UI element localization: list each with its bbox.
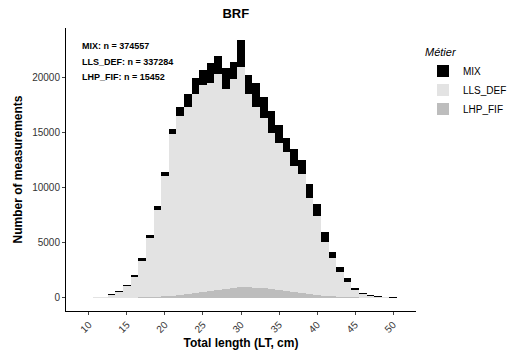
svg-text:10: 10 (78, 319, 94, 335)
svg-text:35: 35 (268, 319, 284, 335)
svg-text:5000: 5000 (38, 237, 61, 248)
svg-text:30: 30 (230, 319, 246, 335)
svg-text:10000: 10000 (32, 182, 60, 193)
svg-text:MIX: MIX (463, 66, 481, 77)
svg-text:LLS_DEF: n = 337284: LLS_DEF: n = 337284 (82, 57, 173, 67)
svg-text:MIX: n = 374557: MIX: n = 374557 (82, 41, 149, 51)
svg-text:Total length (LT, cm): Total length (LT, cm) (184, 336, 299, 350)
svg-text:Métier: Métier (425, 46, 457, 58)
svg-text:15: 15 (116, 319, 132, 335)
svg-text:0: 0 (54, 292, 60, 303)
svg-text:20: 20 (154, 319, 170, 335)
svg-text:BRF: BRF (222, 6, 249, 21)
svg-text:Number of measurements: Number of measurements (11, 95, 25, 243)
svg-text:25: 25 (192, 319, 208, 335)
svg-text:50: 50 (382, 319, 398, 335)
svg-text:15000: 15000 (32, 127, 60, 138)
svg-text:LLS_DEF: LLS_DEF (463, 85, 506, 96)
svg-text:40: 40 (306, 319, 322, 335)
svg-text:LHP_FIF: n = 15452: LHP_FIF: n = 15452 (82, 72, 165, 82)
svg-text:20000: 20000 (32, 72, 60, 83)
svg-text:45: 45 (344, 319, 360, 335)
svg-text:LHP_FIF: LHP_FIF (463, 104, 503, 115)
